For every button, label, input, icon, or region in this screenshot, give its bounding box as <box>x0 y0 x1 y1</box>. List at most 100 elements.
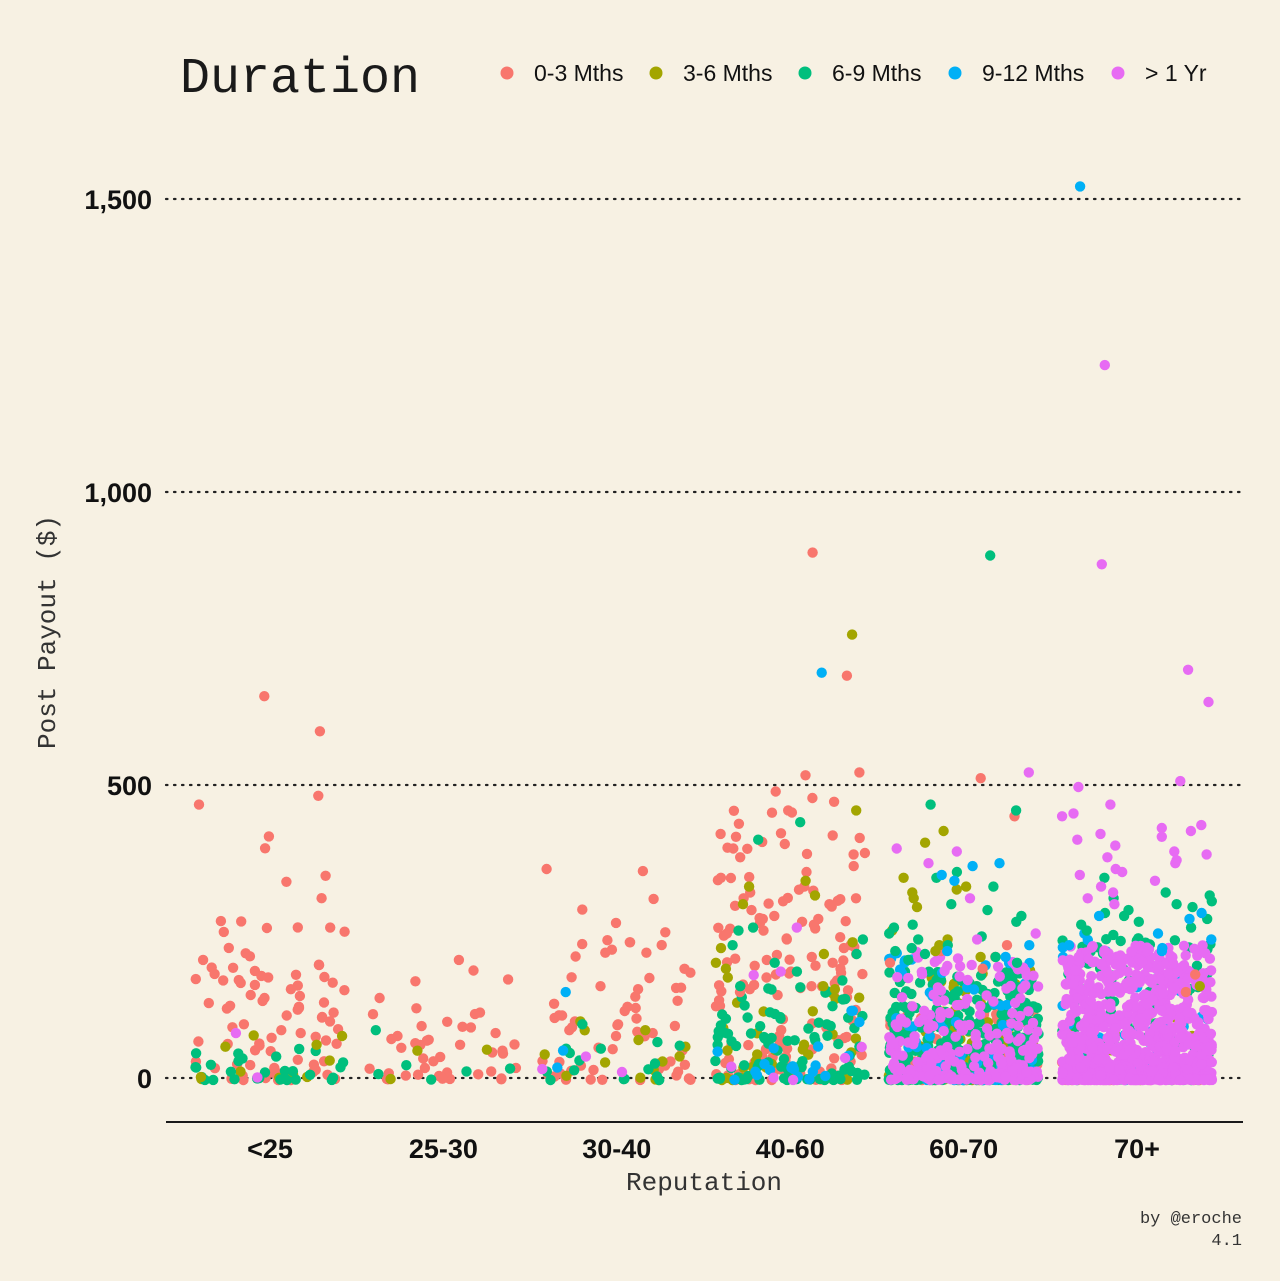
data-point <box>313 790 324 801</box>
data-point <box>454 1039 466 1051</box>
data-point <box>951 884 962 895</box>
data-point <box>1023 1006 1034 1017</box>
data-point <box>990 951 1001 963</box>
data-point <box>926 1058 937 1069</box>
data-point <box>1099 945 1110 956</box>
data-point <box>607 1044 618 1055</box>
data-point <box>1136 956 1148 967</box>
data-point <box>984 1043 995 1054</box>
data-point <box>744 871 755 883</box>
data-point <box>1028 970 1039 981</box>
data-point <box>281 1010 292 1021</box>
data-point <box>537 1063 548 1075</box>
data-point <box>233 974 244 986</box>
data-point <box>1107 887 1119 898</box>
data-point <box>285 984 297 995</box>
data-point <box>809 890 821 901</box>
data-point <box>828 796 840 807</box>
data-point <box>968 1061 980 1072</box>
data-point <box>782 1035 793 1047</box>
data-point <box>1198 1074 1210 1086</box>
data-point <box>1007 1008 1018 1019</box>
data-point <box>758 925 769 936</box>
data-point <box>1001 940 1013 951</box>
data-point <box>784 954 795 965</box>
data-point <box>1108 929 1119 941</box>
data-point <box>504 1063 516 1074</box>
data-point <box>1156 1005 1167 1016</box>
data-point <box>1175 775 1186 787</box>
data-point <box>400 1070 411 1081</box>
data-point <box>961 1074 972 1085</box>
data-point <box>660 927 671 938</box>
data-point <box>721 928 733 939</box>
data-point <box>1115 935 1126 947</box>
data-point <box>839 1064 850 1075</box>
data-point <box>221 1003 233 1014</box>
data-point <box>909 1031 920 1042</box>
data-point <box>754 912 765 924</box>
data-point <box>1129 1001 1140 1012</box>
data-point <box>1185 922 1197 933</box>
data-point <box>967 860 978 872</box>
y-tick-label: 1,500 <box>84 185 152 215</box>
data-point <box>672 1066 684 1077</box>
data-point <box>954 961 966 972</box>
data-point <box>977 963 988 974</box>
data-point <box>1071 993 1083 1004</box>
data-point <box>810 960 821 971</box>
data-point <box>1074 181 1086 192</box>
data-point <box>1122 966 1133 977</box>
data-point <box>713 922 724 933</box>
data-point <box>248 1030 259 1041</box>
credit-author: by @eroche <box>1140 1210 1242 1229</box>
data-point <box>1201 1005 1212 1016</box>
data-point <box>801 866 812 878</box>
data-point <box>962 974 973 986</box>
data-point <box>1189 943 1200 954</box>
data-point <box>1085 995 1097 1006</box>
data-point <box>649 1058 661 1069</box>
data-point <box>975 773 986 784</box>
data-point <box>722 972 733 983</box>
data-point <box>259 843 271 854</box>
data-point <box>975 951 986 963</box>
data-point <box>197 954 209 966</box>
data-point <box>970 1052 981 1063</box>
data-point <box>988 996 999 1007</box>
data-point <box>468 965 479 976</box>
data-point <box>1105 1002 1116 1013</box>
data-point <box>714 1073 726 1085</box>
data-point <box>325 922 336 933</box>
data-point <box>1022 1024 1034 1035</box>
data-point <box>722 1045 733 1056</box>
data-point <box>577 938 588 950</box>
data-point <box>730 831 742 842</box>
data-point <box>1118 910 1130 922</box>
data-point <box>837 994 848 1005</box>
data-point <box>812 1041 824 1052</box>
data-point <box>374 992 385 1004</box>
data-point <box>735 981 746 992</box>
data-point <box>829 1053 840 1064</box>
data-point <box>556 1010 568 1021</box>
data-point <box>1147 1055 1159 1066</box>
data-point <box>290 1074 301 1085</box>
data-point <box>294 990 306 1002</box>
data-point <box>747 922 759 933</box>
data-point <box>339 985 350 996</box>
data-point <box>1184 913 1195 925</box>
data-point <box>822 1030 833 1042</box>
data-point <box>600 947 611 958</box>
data-point <box>370 1025 381 1036</box>
data-point <box>637 865 649 877</box>
data-point <box>1124 1044 1135 1056</box>
data-point <box>672 995 683 1006</box>
data-point <box>743 1039 754 1051</box>
data-point <box>979 1051 990 1062</box>
data-point <box>208 1074 219 1086</box>
data-point <box>269 1062 280 1074</box>
data-point <box>743 881 755 892</box>
data-point <box>951 866 963 878</box>
